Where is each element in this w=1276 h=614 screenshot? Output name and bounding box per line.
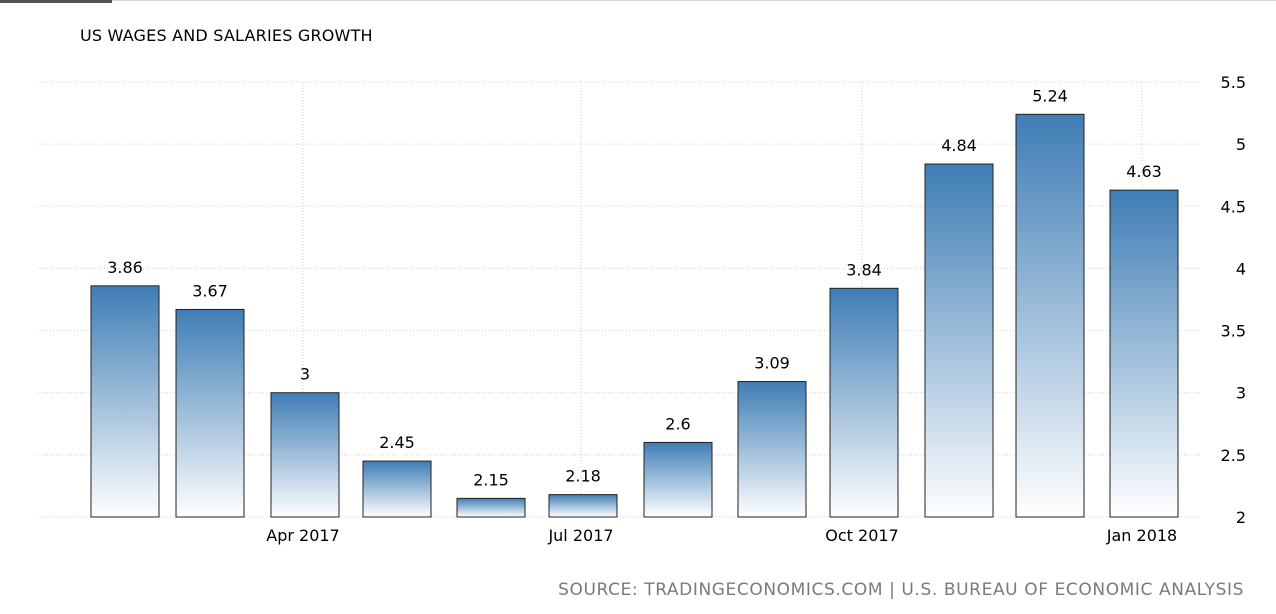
y-tick-label: 5.5: [1221, 73, 1246, 92]
bar-apr-2017: [270, 392, 340, 518]
y-axis-ticks: 2 2.5 3 3.5 4 4.5 5 5.5: [1221, 73, 1246, 527]
bar-jan-2018: [1109, 189, 1179, 518]
x-tick-label: Jul 2017: [547, 526, 613, 545]
source-note: SOURCE: TRADINGECONOMICS.COM | U.S. BURE…: [558, 580, 1244, 600]
bar-jun-2017: [456, 497, 526, 518]
bar-sep-2017: [737, 381, 807, 518]
data-label: 5.24: [1032, 86, 1068, 105]
top-accent-bar: [0, 0, 112, 3]
x-tick-label: Jan 2018: [1106, 526, 1177, 545]
bar-oct-2017: [829, 287, 899, 518]
data-label: 4.63: [1126, 162, 1162, 181]
data-label: 3.67: [192, 281, 228, 300]
data-label: 4.84: [941, 136, 977, 155]
bar-chart: 3.86 3.67 3 2.45 2.15 2.18 2.6 3.09 3.84 4.84 5.24…: [38, 73, 1246, 545]
bar-may-2017: [362, 460, 432, 518]
y-tick-label: 2: [1236, 508, 1246, 527]
x-axis-ticks: Apr 2017 Jul 2017 Oct 2017 Jan 2018: [266, 526, 1177, 545]
data-label: 2.6: [665, 414, 690, 433]
bar-dec-2017: [1015, 113, 1085, 518]
data-label: 3.86: [107, 258, 143, 277]
data-label: 2.15: [473, 470, 509, 489]
bar-jul-2017: [548, 494, 618, 518]
bar-nov-2017: [924, 163, 994, 518]
data-label: 3.09: [754, 354, 790, 373]
y-tick-label: 4: [1236, 259, 1246, 278]
y-tick-label: 2.5: [1221, 446, 1246, 465]
data-label: 2.45: [379, 433, 415, 452]
y-tick-label: 3: [1236, 384, 1246, 403]
gridlines: [38, 81, 1200, 518]
data-label: 3: [300, 365, 310, 384]
bar-feb-2017: [90, 285, 160, 518]
bar-aug-2017: [643, 441, 713, 518]
y-tick-label: 3.5: [1221, 322, 1246, 341]
x-tick-label: Apr 2017: [266, 526, 339, 545]
chart-title: US WAGES AND SALARIES GROWTH: [80, 26, 373, 45]
top-border: [0, 0, 1276, 1]
data-label: 2.18: [565, 467, 601, 486]
bar-mar-2017: [175, 308, 245, 518]
bars: [90, 113, 1179, 518]
y-tick-label: 4.5: [1221, 197, 1246, 216]
y-tick-label: 5: [1236, 135, 1246, 154]
x-tick-label: Oct 2017: [825, 526, 898, 545]
value-labels: 3.86 3.67 3 2.45 2.15 2.18 2.6 3.09 3.84 4.84 5.24…: [107, 86, 1162, 489]
data-label: 3.84: [846, 260, 882, 279]
